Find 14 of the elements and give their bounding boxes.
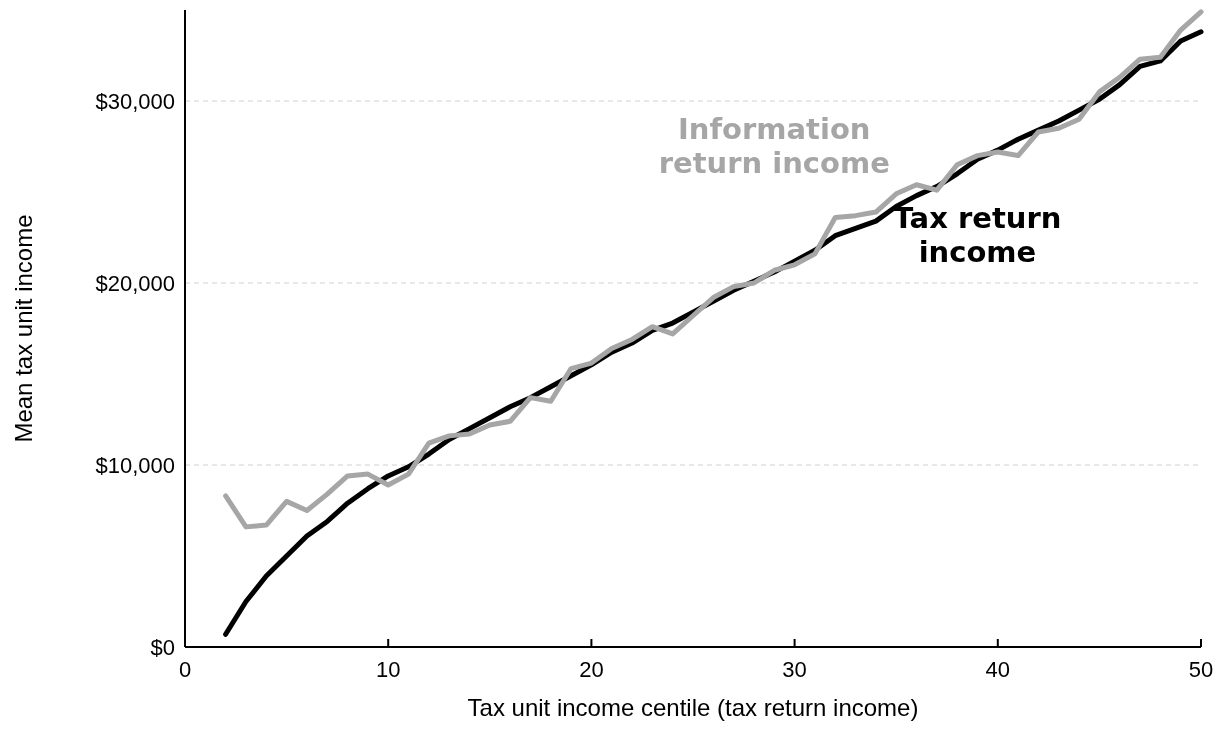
y-tick-label: $20,000 [95, 271, 175, 296]
x-axis-title: Tax unit income centile (tax return income) [467, 694, 919, 721]
x-tick-label: 50 [1188, 657, 1214, 682]
series-label: Information return income [658, 112, 890, 181]
y-tick-label: $30,000 [95, 89, 175, 114]
x-tick-label: 40 [985, 657, 1011, 682]
x-tick-label: 0 [178, 657, 192, 682]
x-tick-label: 20 [579, 657, 604, 682]
x-tick-label: 30 [782, 657, 807, 682]
y-tick-label: $10,000 [95, 453, 175, 478]
y-axis-title: Mean tax unit income [10, 214, 37, 443]
y-tick-label: $0 [150, 635, 175, 660]
series-label: Tax return income [893, 201, 1062, 270]
x-tick-label: 10 [375, 657, 401, 682]
